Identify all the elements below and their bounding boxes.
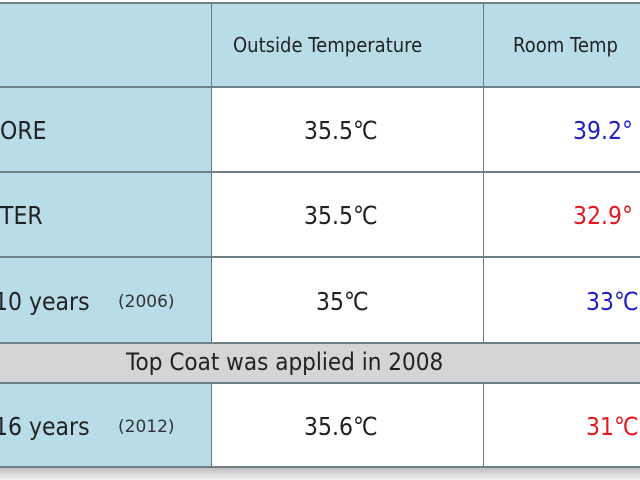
divider <box>483 383 484 467</box>
divider <box>0 86 640 88</box>
row-label: 10 years <box>0 287 90 316</box>
divider <box>483 3 484 343</box>
room-value: 39.2° <box>573 116 633 145</box>
divider <box>0 256 640 258</box>
header-room-temperature: Room Temp <box>513 33 618 57</box>
outside-value: 35℃ <box>316 287 369 316</box>
outside-value: 35.5℃ <box>304 116 378 145</box>
divider <box>211 383 212 467</box>
divider <box>211 3 212 343</box>
row-label: TER <box>0 201 43 230</box>
divider <box>0 171 640 173</box>
row-label: 16 years <box>0 412 90 441</box>
top-coat-band <box>0 343 640 383</box>
header-row <box>0 3 640 87</box>
room-value: 32.9° <box>573 201 633 230</box>
row-label-year: (2006) <box>118 292 175 312</box>
row-label: ORE <box>0 116 47 145</box>
room-value: 31℃ <box>586 412 639 441</box>
header-outside-temperature: Outside Temperature <box>233 33 423 57</box>
label-column-bg <box>0 383 211 467</box>
divider <box>0 382 640 384</box>
row-label-year: (2012) <box>118 417 175 437</box>
top-coat-note: Top Coat was applied in 2008 <box>126 348 444 376</box>
outside-value: 35.5℃ <box>304 201 378 230</box>
divider <box>0 2 640 4</box>
room-value: 33℃ <box>586 287 639 316</box>
divider <box>0 342 640 344</box>
divider <box>0 466 640 468</box>
bottom-shadow <box>0 468 640 480</box>
label-column-bg <box>0 87 211 343</box>
outside-value: 35.6℃ <box>304 412 378 441</box>
